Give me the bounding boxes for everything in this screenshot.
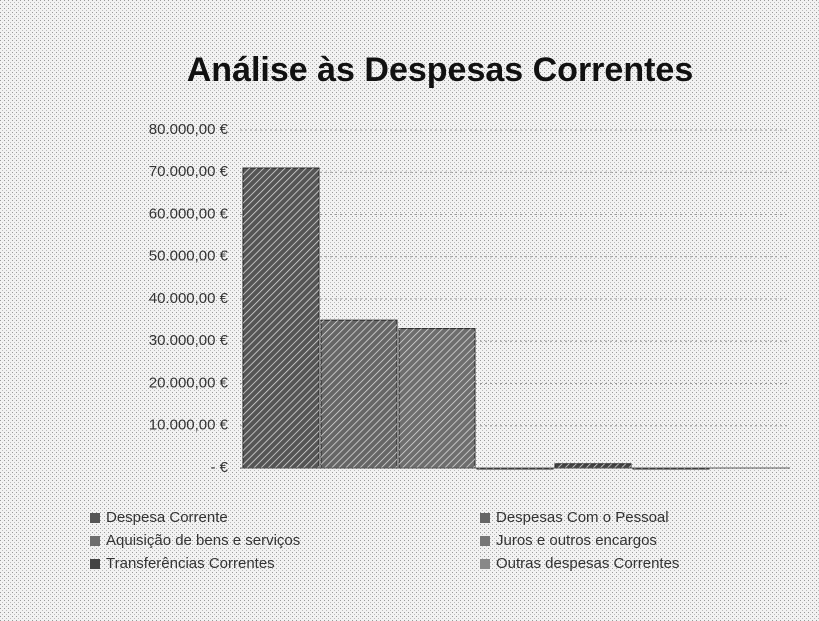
y-tick-label: 60.000,00 € xyxy=(149,205,229,222)
legend-swatch xyxy=(480,559,490,569)
bar xyxy=(320,319,398,469)
legend-swatch xyxy=(90,559,100,569)
legend-swatch xyxy=(480,513,490,523)
y-tick-label: 30.000,00 € xyxy=(149,332,229,349)
legend-label: Outras despesas Correntes xyxy=(496,555,679,572)
y-tick-label: 40.000,00 € xyxy=(149,290,229,307)
bar xyxy=(242,167,320,469)
y-tick-label: 70.000,00 € xyxy=(149,163,229,180)
y-tick-label: 80.000,00 € xyxy=(149,121,229,138)
legend-label: Despesas Com o Pessoal xyxy=(496,509,669,526)
y-tick-label: 20.000,00 € xyxy=(149,374,229,391)
bar xyxy=(398,328,476,469)
legend-label: Aquisição de bens e serviços xyxy=(106,532,300,549)
legend-label: Juros e outros encargos xyxy=(496,532,657,549)
bar xyxy=(554,463,632,469)
y-tick-label: - € xyxy=(210,459,228,476)
legend-swatch xyxy=(90,536,100,546)
y-tick-label: 50.000,00 € xyxy=(149,248,229,265)
legend-swatch xyxy=(480,536,490,546)
legend-swatch xyxy=(90,513,100,523)
chart-title: Análise às Despesas Correntes xyxy=(187,51,693,89)
legend-label: Transferências Correntes xyxy=(106,555,275,572)
y-tick-label: 10.000,00 € xyxy=(149,417,229,434)
legend-label: Despesa Corrente xyxy=(106,509,228,526)
